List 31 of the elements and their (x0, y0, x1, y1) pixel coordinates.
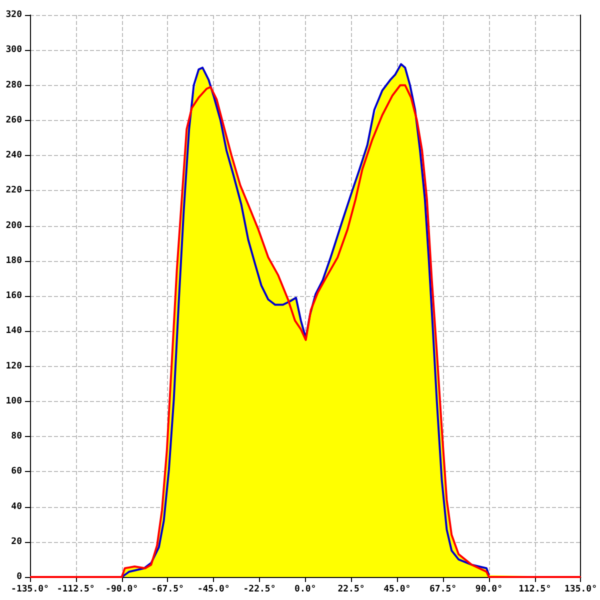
y-tick-label: 220 (6, 186, 22, 196)
x-tick-label: -67.5° (151, 584, 184, 594)
x-tick-label: 0.0° (294, 584, 316, 594)
y-tick-label: 280 (6, 80, 22, 90)
y-tick-label: 100 (6, 396, 22, 406)
y-tick-label: 40 (11, 502, 22, 512)
y-tick-label: 80 (11, 432, 22, 442)
y-tick-label: 180 (6, 256, 22, 266)
y-tick-label: 20 (11, 536, 22, 547)
x-tick-label: 90.0° (475, 584, 502, 594)
x-tick-label: 67.5° (430, 584, 457, 594)
y-tick-label: 320 (6, 10, 22, 20)
y-tick-label: 240 (6, 150, 22, 160)
x-tick-label: 135.0° (564, 584, 597, 594)
y-tick-label: 300 (6, 45, 22, 56)
y-tick-label: 0 (16, 572, 22, 582)
x-tick-label: -45.0° (197, 584, 230, 594)
y-tick-label: 160 (6, 291, 22, 301)
y-tick-label: 200 (6, 220, 22, 231)
y-tick-label: 60 (11, 466, 22, 477)
y-tick-label: 120 (6, 361, 22, 372)
x-tick-label: -22.5° (243, 584, 276, 594)
line-series (120, 63, 490, 578)
x-tick-label: -112.5° (56, 584, 95, 594)
x-tick-label: -135.0° (11, 584, 49, 594)
y-tick-label: 140 (6, 326, 22, 336)
x-tick-label: -90.0° (106, 584, 138, 594)
x-tick-label: 45.0° (384, 584, 411, 594)
x-tick-label: 22.5° (338, 584, 365, 594)
x-tick-label: 112.5° (518, 584, 552, 594)
y-tick-label: 260 (6, 115, 22, 126)
